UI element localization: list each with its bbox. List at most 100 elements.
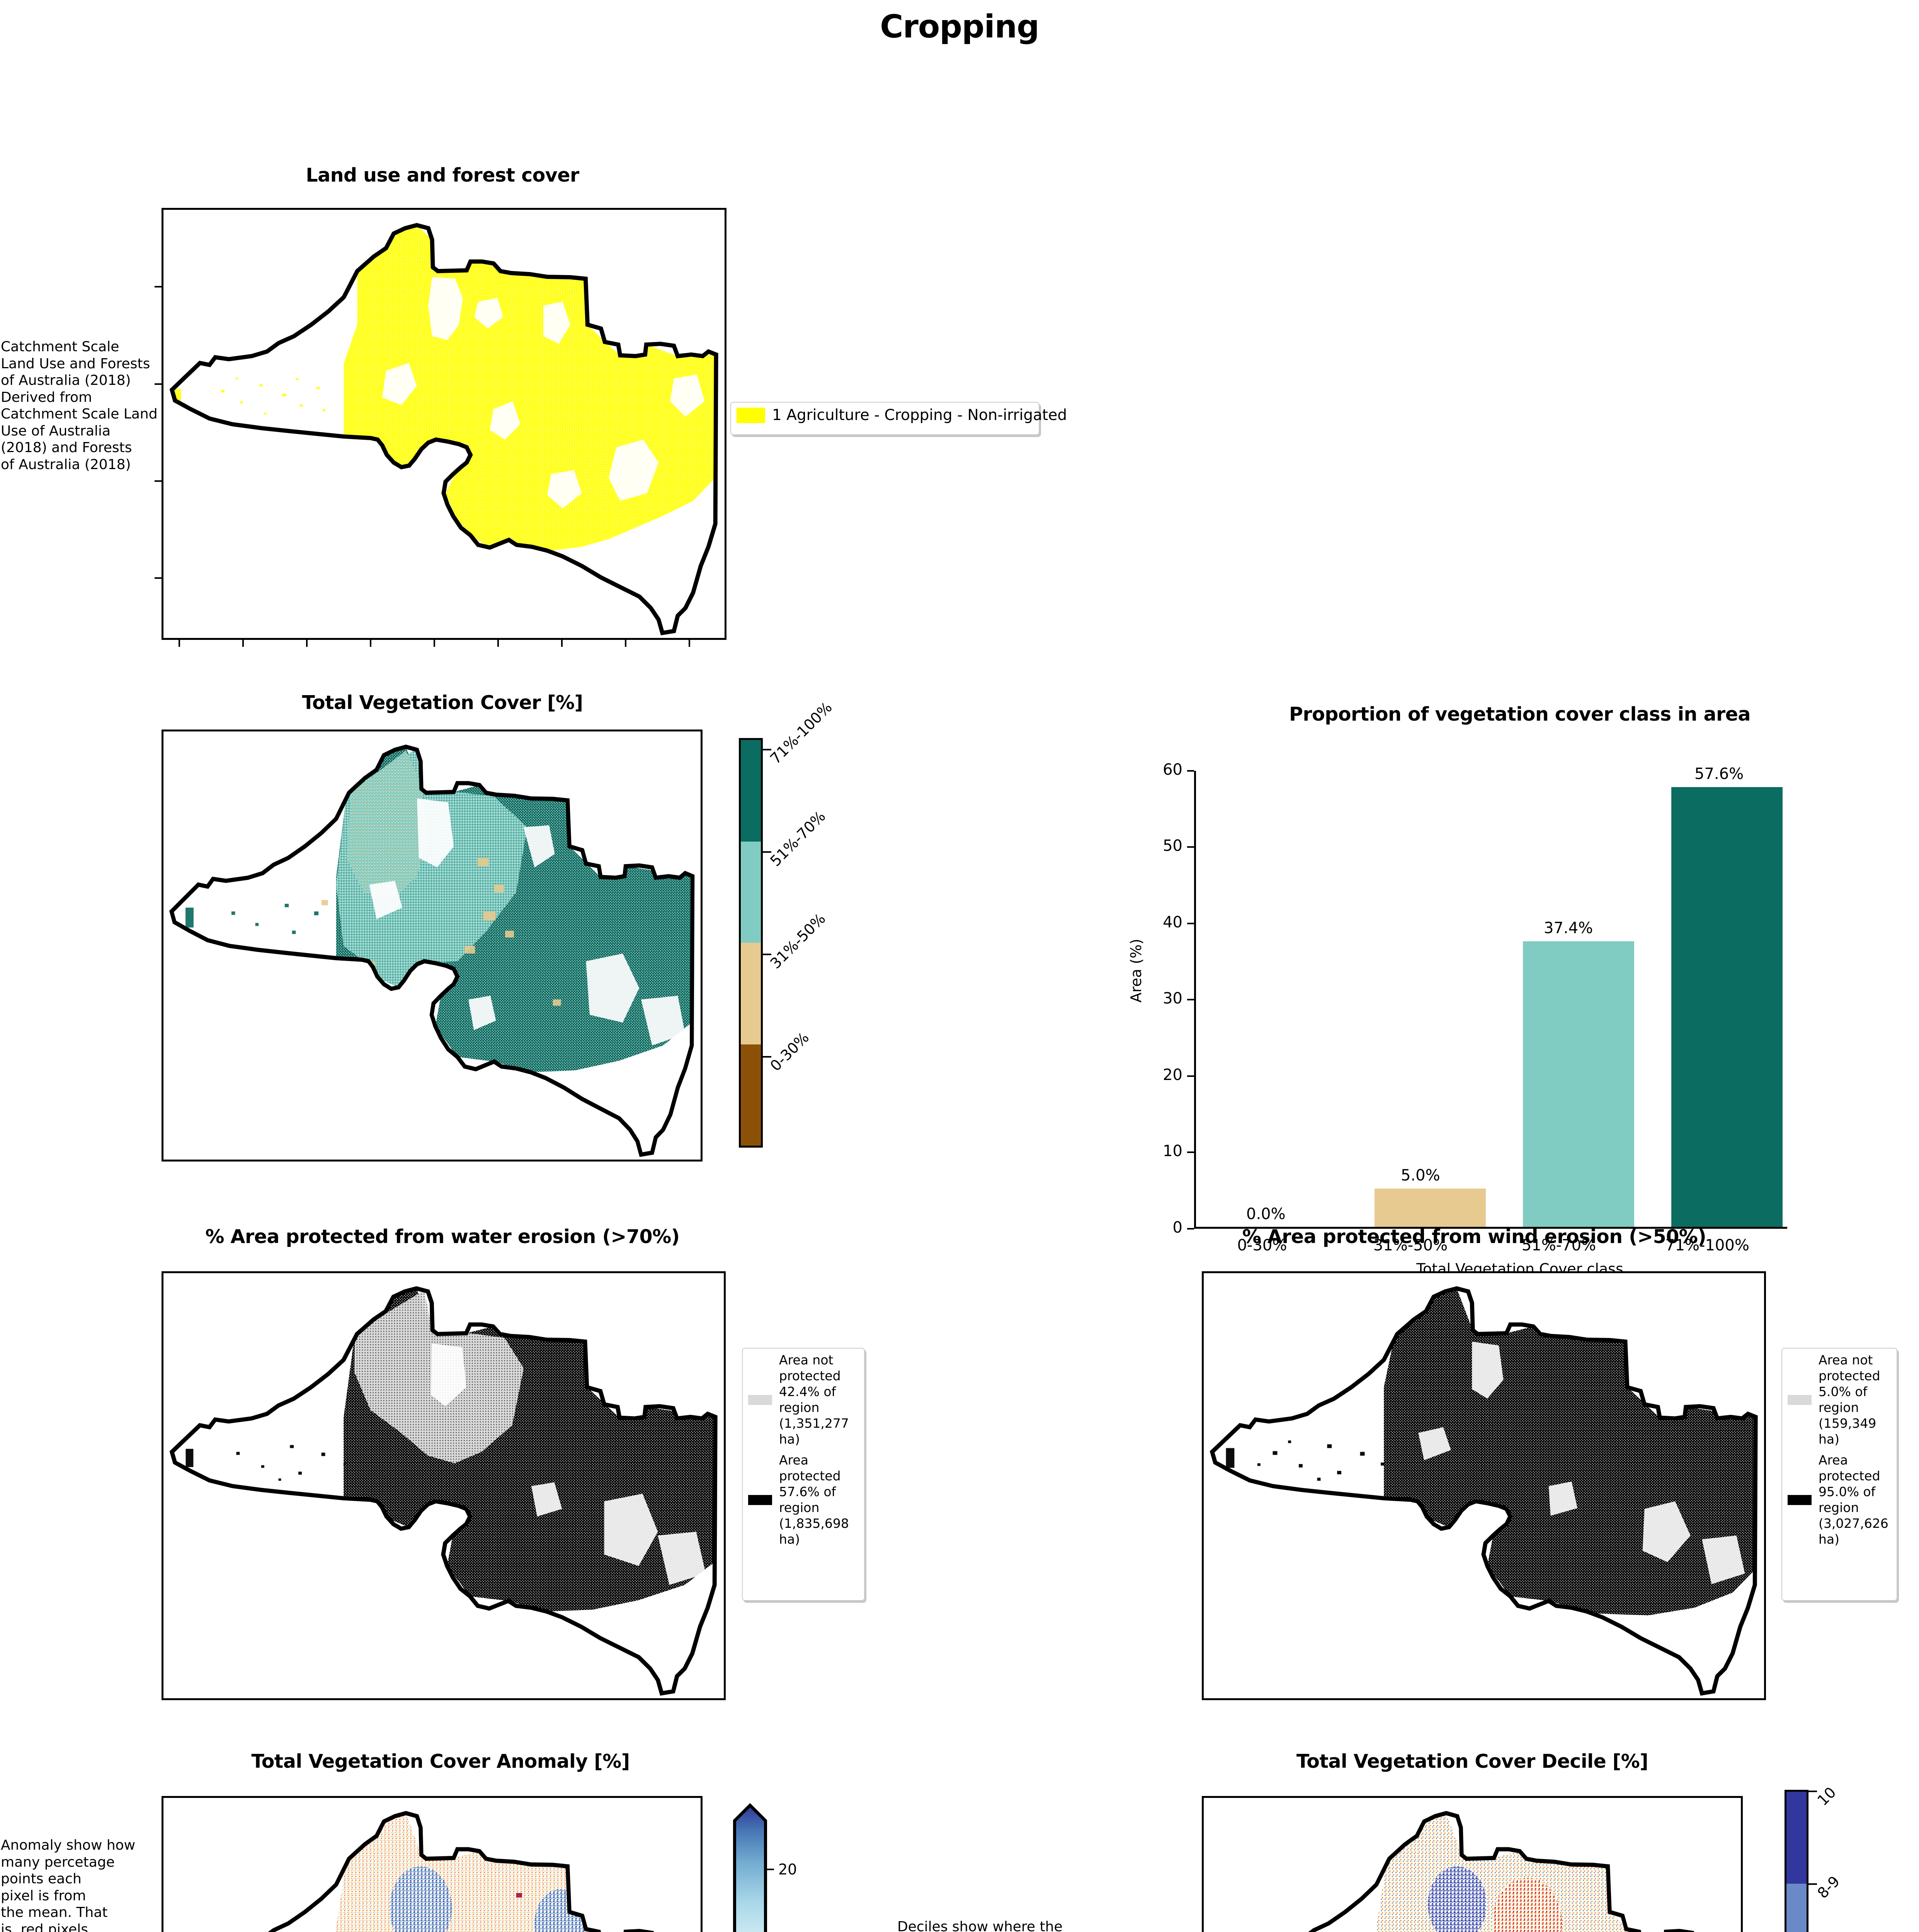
veg-cover-map-svg xyxy=(169,745,695,1157)
decile-colorbar[interactable] xyxy=(1785,1790,1808,1932)
panel-title-anomaly: Total Vegetation Cover Anomaly [%] xyxy=(251,1750,630,1772)
anomaly-fill-layer xyxy=(336,1813,693,1932)
x-tick-label-51-70: 51%-70% xyxy=(1521,1236,1596,1254)
colorbar-tick xyxy=(763,954,771,955)
axis-tick xyxy=(370,640,371,647)
axis-tick xyxy=(689,640,690,647)
map-vegetation-anomaly[interactable] xyxy=(162,1796,703,1932)
y-tick-mark xyxy=(1187,999,1194,1000)
legend-label-protected: Area protected 57.6% of region (1,835,69… xyxy=(779,1452,849,1547)
map-wind-erosion[interactable] xyxy=(1202,1271,1766,1700)
bar-label-31-50: 5.0% xyxy=(1401,1167,1440,1184)
chart-title: Proportion of vegetation cover class in … xyxy=(1289,703,1751,725)
decile-fill-layer xyxy=(1376,1813,1733,1932)
y-tick-mark xyxy=(1187,846,1194,848)
bar-label-71-100: 57.6% xyxy=(1694,765,1744,783)
water-erosion-map-svg xyxy=(169,1286,718,1696)
legend-label-cropping: 1 Agriculture - Cropping - Non-irrigated xyxy=(772,406,1067,424)
wind-erosion-legend[interactable]: Area not protected 5.0% of region (159,3… xyxy=(1781,1348,1897,1601)
y-tick-mark xyxy=(1187,1228,1194,1230)
veg-fill-layer xyxy=(185,747,693,1118)
bar-31-50[interactable] xyxy=(1375,1189,1486,1227)
legend-row-not-protected: Area not protected 5.0% of region (159,3… xyxy=(1788,1352,1891,1447)
anomaly-colorbar-body xyxy=(733,1803,767,1932)
legend-swatch-not-protected xyxy=(1788,1395,1812,1405)
y-tick-label-40: 40 xyxy=(1163,913,1182,931)
panel-title-wind-erosion: % Area protected from wind erosion (>50%… xyxy=(1242,1226,1706,1248)
map-vegetation-decile[interactable] xyxy=(1202,1796,1743,1932)
legend-swatch-protected xyxy=(1788,1495,1812,1505)
axis-tick xyxy=(497,640,499,647)
y-tick-mark xyxy=(1187,1151,1194,1153)
x-tick-label-0-30: 0-30% xyxy=(1237,1236,1287,1254)
legend-label-protected: Area protected 95.0% of region (3,027,62… xyxy=(1819,1452,1888,1547)
decile-colorbar-label-8-9: 8-9 xyxy=(1814,1872,1843,1902)
legend-swatch-protected xyxy=(748,1495,772,1505)
legend-swatch-cropping xyxy=(737,407,765,423)
map-total-vegetation-cover[interactable] xyxy=(162,730,703,1162)
vegetation-cover-colorbar[interactable] xyxy=(739,738,763,1148)
anomaly-colorbar[interactable] xyxy=(730,1801,776,1932)
axis-tick xyxy=(242,640,244,647)
chart-plot-area: 0.0% 5.0% 37.4% 57.6% xyxy=(1194,765,1787,1229)
chart-proportion-vegetation-cover[interactable]: Proportion of vegetation cover class in … xyxy=(1121,692,1919,1277)
colorbar-label-0-30: 0-30% xyxy=(767,1029,813,1075)
map-water-erosion[interactable] xyxy=(162,1271,726,1700)
legend-row-not-protected: Area not protected 42.4% of region (1,35… xyxy=(748,1352,859,1447)
water-erosion-legend[interactable]: Area not protected 42.4% of region (1,35… xyxy=(742,1348,865,1601)
anomaly-colorbar-tick xyxy=(766,1869,774,1870)
land-use-map-svg xyxy=(169,223,718,636)
colorbar-label-71-100: 71%-100% xyxy=(767,699,835,767)
decile-colorbar-tick xyxy=(1808,1791,1817,1792)
wind-erosion-map-svg xyxy=(1210,1286,1758,1696)
anomaly-caption: Anomaly show how many percetage points e… xyxy=(1,1837,136,1932)
panel-title-water-erosion: % Area protected from water erosion (>70… xyxy=(205,1226,680,1248)
y-tick-mark xyxy=(1187,1075,1194,1077)
panel-title-veg-cover: Total Vegetation Cover [%] xyxy=(302,692,583,714)
decile-map-svg xyxy=(1308,1811,1733,1932)
decile-caption: Deciles show where the pixel value lies … xyxy=(897,1919,1063,1932)
anomaly-map-svg xyxy=(268,1811,693,1932)
anomaly-colorbar-label-20: 20 xyxy=(778,1861,797,1878)
colorbar-segment-0-30 xyxy=(741,1044,761,1146)
y-tick-label-60: 60 xyxy=(1163,761,1182,779)
axis-tick xyxy=(434,640,435,647)
axis-tick xyxy=(155,286,162,287)
land-use-caption: Catchment Scale Land Use and Forests of … xyxy=(1,339,158,473)
axis-tick xyxy=(179,640,180,647)
chart-y-axis-label: Area (%) xyxy=(1128,939,1145,1003)
colorbar-segment-10 xyxy=(1786,1792,1807,1884)
colorbar-tick xyxy=(763,851,771,853)
axis-tick xyxy=(306,640,308,647)
x-tick-label-71-100: 71%-100% xyxy=(1665,1236,1749,1254)
wind-erosion-fill-layer xyxy=(1226,1288,1756,1656)
legend-swatch-not-protected xyxy=(748,1395,772,1405)
y-tick-label-20: 20 xyxy=(1163,1066,1182,1084)
y-tick-label-50: 50 xyxy=(1163,837,1182,855)
y-tick-label-10: 10 xyxy=(1163,1142,1182,1160)
y-tick-label-0: 0 xyxy=(1172,1219,1182,1236)
colorbar-segment-8-9 xyxy=(1786,1883,1807,1932)
colorbar-tick xyxy=(763,749,771,750)
bar-label-51-70: 37.4% xyxy=(1544,919,1593,937)
axis-tick xyxy=(155,383,162,385)
colorbar-label-51-70: 51%-70% xyxy=(767,808,829,870)
colorbar-tick xyxy=(763,1056,771,1058)
y-tick-label-30: 30 xyxy=(1163,990,1182,1007)
land-use-legend[interactable]: 1 Agriculture - Cropping - Non-irrigated xyxy=(730,402,1067,435)
axis-tick xyxy=(625,640,626,647)
colorbar-segment-31-50 xyxy=(741,943,761,1044)
legend-label-not-protected: Area not protected 5.0% of region (159,3… xyxy=(1819,1352,1880,1447)
decile-colorbar-tick xyxy=(1808,1883,1817,1885)
axis-tick xyxy=(155,577,162,579)
colorbar-segment-71-100 xyxy=(741,740,761,842)
y-tick-mark xyxy=(1187,770,1194,772)
map-land-use[interactable] xyxy=(162,208,726,640)
colorbar-label-31-50: 31%-50% xyxy=(767,910,829,972)
bar-71-100[interactable] xyxy=(1671,787,1783,1227)
legend-label-not-protected: Area not protected 42.4% of region (1,35… xyxy=(779,1352,849,1447)
bar-51-70[interactable] xyxy=(1523,941,1634,1227)
legend-row-protected: Area protected 95.0% of region (3,027,62… xyxy=(1788,1452,1891,1547)
axis-tick xyxy=(561,640,563,647)
legend-row-protected: Area protected 57.6% of region (1,835,69… xyxy=(748,1452,859,1547)
